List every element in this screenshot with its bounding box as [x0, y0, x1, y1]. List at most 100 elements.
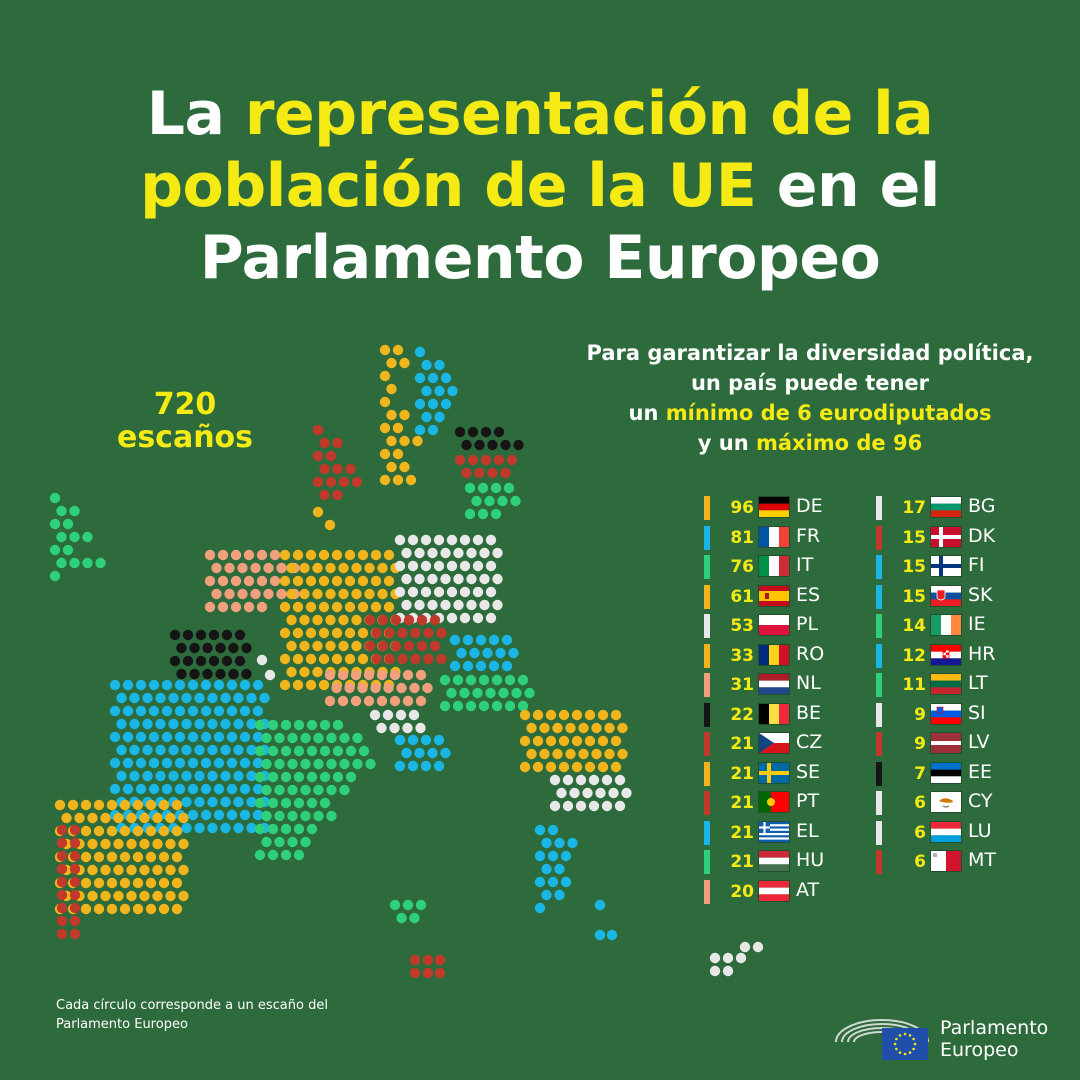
seat-dot: [549, 774, 561, 786]
seat-dot: [501, 634, 513, 646]
seat-dot: [280, 745, 292, 757]
seat-dot: [503, 482, 515, 494]
seat-dot: [462, 660, 474, 672]
seat-dot: [610, 761, 622, 773]
seat-dot: [480, 454, 492, 466]
seat-dot: [234, 629, 246, 641]
seat-dot: [200, 731, 212, 743]
seat-dot: [152, 890, 163, 902]
country-code: MT: [968, 849, 996, 871]
seat-dot: [588, 800, 600, 812]
seat-dot: [571, 761, 583, 773]
seat-dot: [556, 787, 567, 799]
seat-dot: [217, 575, 229, 587]
seat-dot: [325, 614, 336, 626]
seat-dot: [571, 735, 583, 747]
seat-dot: [178, 812, 189, 824]
seat-dot: [446, 560, 458, 572]
total-seats-number: 720: [153, 387, 217, 422]
seat-dot: [299, 588, 310, 600]
seat-dot: [407, 760, 419, 772]
seat-dot: [402, 722, 413, 734]
seat-dot: [526, 748, 537, 760]
seat-dot: [181, 796, 192, 808]
seat-dot: [129, 744, 140, 756]
seat-dot: [56, 837, 68, 849]
seat-dot: [182, 655, 194, 667]
seat-dot: [339, 784, 350, 796]
seat-dot: [337, 695, 349, 707]
seat-dot: [440, 547, 451, 559]
seat-dot: [545, 735, 557, 747]
seat-dot: [145, 851, 157, 863]
seat-dot: [313, 732, 324, 744]
seat-dot: [215, 668, 226, 680]
seat-dot: [93, 851, 105, 863]
seat-dot: [324, 519, 336, 531]
seat-dot: [490, 482, 502, 494]
seat-dot: [370, 549, 382, 561]
seat-dot: [547, 824, 559, 836]
seat-dot: [357, 575, 369, 587]
seat-dot: [325, 562, 336, 574]
seat-dot: [325, 450, 337, 462]
seat-dot: [325, 476, 337, 488]
seat-dot: [252, 757, 264, 769]
seat-dot: [399, 435, 410, 447]
seat-dot: [383, 549, 395, 561]
seat-dot: [126, 838, 137, 850]
country-row-mt: 6 MT: [876, 848, 1066, 878]
seat-dot: [565, 748, 576, 760]
seat-dot: [208, 655, 220, 667]
flag-dk-icon: [931, 526, 961, 547]
color-bar: [704, 850, 710, 874]
seat-dot: [299, 562, 310, 574]
seat-dot: [392, 344, 404, 356]
seat-dot: [113, 864, 124, 876]
seat-dot: [246, 718, 257, 730]
seat-dot: [220, 796, 231, 808]
seat-dot: [429, 614, 441, 626]
color-bar: [876, 584, 882, 609]
seat-dot: [194, 692, 205, 704]
seat-dot: [208, 629, 220, 641]
seat-dot: [325, 640, 336, 652]
seat-dot: [305, 601, 317, 613]
seat-dot: [287, 732, 298, 744]
seat-dot: [139, 890, 150, 902]
seat-dot: [194, 796, 205, 808]
seat-dot: [256, 575, 268, 587]
seat-dot: [575, 774, 587, 786]
seat-count: 81: [730, 527, 754, 548]
seat-dot: [239, 757, 251, 769]
seat-count: 9: [914, 734, 926, 754]
country-row-fr: 81 FR: [704, 524, 894, 554]
seat-dot: [132, 877, 144, 889]
country-code: RO: [796, 642, 825, 665]
seat-dot: [575, 800, 587, 812]
seat-dot: [132, 799, 144, 811]
seat-dot: [286, 562, 297, 574]
seat-dot: [267, 849, 279, 861]
seat-dot: [370, 601, 382, 613]
country-row-hr: 12 HR: [876, 642, 1066, 672]
seat-dot: [464, 482, 476, 494]
seat-dot: [433, 534, 445, 546]
seat-count: 21: [730, 763, 754, 784]
seat-dot: [233, 770, 244, 782]
seat-dot: [337, 669, 349, 681]
seat-count: 31: [730, 675, 754, 695]
seat-dot: [427, 424, 439, 436]
seat-dot: [220, 718, 231, 730]
seat-dot: [292, 679, 304, 691]
seat-dot: [239, 809, 251, 821]
seat-dot: [305, 627, 317, 639]
seat-dot: [471, 495, 482, 507]
seat-dot: [610, 709, 622, 721]
seat-dot: [350, 669, 362, 681]
seat-dot: [344, 682, 355, 694]
color-bar: [704, 584, 710, 609]
seat-dot: [233, 692, 244, 704]
seat-dot: [220, 822, 231, 834]
seat-dot: [69, 863, 81, 875]
